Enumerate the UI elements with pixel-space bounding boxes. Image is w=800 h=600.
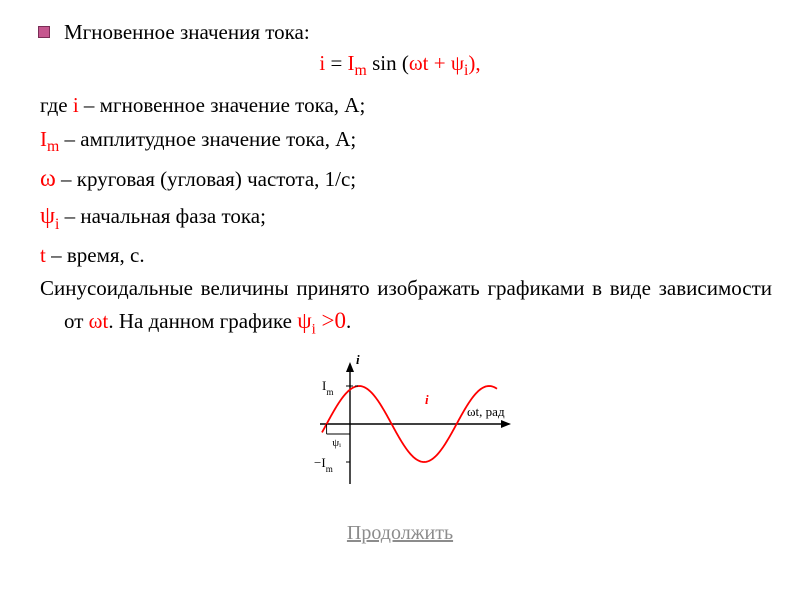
svg-text:i: i <box>425 392 429 407</box>
def-line-im: Im – амплитудное значение тока, A; <box>40 124 772 159</box>
paragraph: Синусоидальные величины принято изобража… <box>40 273 772 341</box>
continue-row: Продолжить <box>28 522 772 545</box>
equation: i = Im sin (ωt + ψi), <box>28 51 772 80</box>
definitions: где i – мгновенное значение тока, A; Im … <box>40 90 772 270</box>
svg-text:Im: Im <box>322 378 333 397</box>
sine-chart: i Im −Im i ψᵢ ωt, рад <box>280 349 520 509</box>
chart-container: i Im −Im i ψᵢ ωt, рад <box>28 349 772 514</box>
eq-psi: ψi <box>451 51 469 75</box>
svg-text:ωt, рад: ωt, рад <box>467 404 505 419</box>
def-line-omega: ω – круговая (угловая) частота, 1/с; <box>40 162 772 197</box>
continue-link[interactable]: Продолжить <box>347 522 453 544</box>
svg-text:−Im: −Im <box>314 455 333 474</box>
bullet-item: Мгновенное значения тока: <box>38 20 772 45</box>
def-line-i: где i – мгновенное значение тока, A; <box>40 90 772 120</box>
svg-text:ψᵢ: ψᵢ <box>332 437 341 449</box>
svg-text:i: i <box>356 352 360 367</box>
eq-amp: Im <box>348 51 367 75</box>
title-text: Мгновенное значения тока: <box>64 20 310 44</box>
bullet-list: Мгновенное значения тока: <box>38 20 772 45</box>
def-line-t: t – время, с. <box>40 240 772 270</box>
def-line-psi: ψi – начальная фаза тока; <box>40 199 772 236</box>
